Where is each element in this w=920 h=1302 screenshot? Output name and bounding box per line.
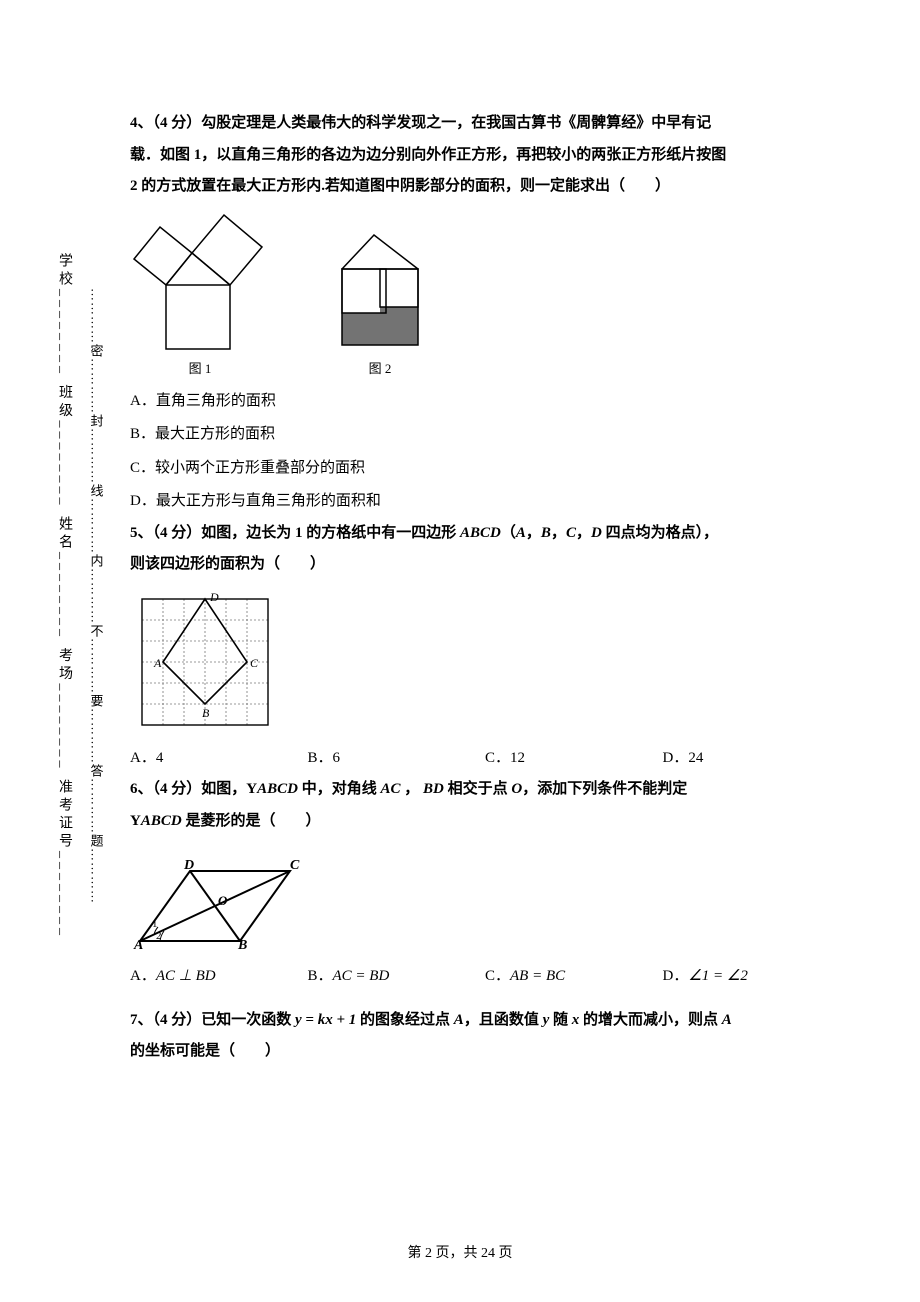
- q5-c1: ，: [526, 525, 541, 541]
- q5-A: A: [516, 525, 526, 541]
- svg-text:B: B: [237, 938, 247, 951]
- q6-s1h: O: [511, 781, 522, 797]
- q6-c-math: AB = BC: [510, 968, 565, 984]
- q7-stem-line2: 的坐标可能是（ ）: [130, 1036, 840, 1068]
- q6-s2a: Y: [130, 813, 141, 829]
- q5-D: D: [591, 525, 602, 541]
- q4-figure2: 图 2: [330, 223, 430, 382]
- q4-option-d: D．最大正方形与直角三角形的面积和: [130, 486, 840, 518]
- q6-stem-line1: 6、（4 分）如图，YABCD 中，对角线 AC ， BD 相交于点 O，添加下…: [130, 774, 840, 806]
- q4-option-b: B．最大正方形的面积: [130, 419, 840, 451]
- q5-abcd: ABCD: [460, 525, 501, 541]
- q6-option-a: A．AC ⊥ BD: [130, 961, 308, 993]
- q7-s1h: 的增大而减小，则点: [579, 1012, 722, 1028]
- q4-figures: 图 1 图 2: [130, 213, 840, 382]
- q6-options: A．AC ⊥ BD B．AC = BD C．AB = BC D．∠1 = ∠2: [130, 961, 840, 993]
- side-form-labels: 学校________ 班级________ 姓名________ 考场_____…: [52, 40, 76, 1152]
- q5-options: A．4 B．6 C．12 D．24: [130, 743, 840, 775]
- q6-s1e: ，: [400, 781, 423, 797]
- q7-s1c: A: [454, 1012, 464, 1028]
- q6-c-pre: C．: [485, 968, 510, 984]
- q6-option-d: D．∠1 = ∠2: [663, 961, 841, 993]
- svg-text:B: B: [202, 706, 210, 720]
- q5-p1: （: [501, 525, 516, 541]
- q4-figure1-caption: 图 1: [130, 355, 270, 382]
- q6-stem-line2: YABCD 是菱形的是（ ）: [130, 806, 840, 838]
- q6-s1f: BD: [423, 781, 444, 797]
- svg-text:2: 2: [156, 930, 162, 942]
- q5-figure: A B C D: [130, 587, 840, 737]
- q6-s1g: 相交于点: [444, 781, 512, 797]
- q6-a-math: AC ⊥ BD: [156, 968, 216, 984]
- q7-s1d: ，且函数值: [464, 1012, 543, 1028]
- q6-option-c: C．AB = BC: [485, 961, 663, 993]
- svg-text:D: D: [209, 590, 219, 604]
- q5-B: B: [541, 525, 551, 541]
- q6-option-b: B．AC = BD: [308, 961, 486, 993]
- q5-option-d: D．24: [663, 743, 841, 775]
- q6-s2b: ABCD: [141, 813, 182, 829]
- q7-s1b: 的图象经过点: [356, 1012, 454, 1028]
- svg-text:A: A: [153, 656, 162, 670]
- q4-figure2-caption: 图 2: [330, 355, 430, 382]
- svg-text:C: C: [290, 858, 300, 873]
- q4-stem-line2: 载．如图 1，以直角三角形的各边为边分别向外作正方形，再把较小的两张正方形纸片按…: [130, 140, 840, 172]
- q5-C: C: [566, 525, 576, 541]
- q6-b-math: AC = BD: [333, 968, 390, 984]
- q6-s1b: ABCD: [257, 781, 298, 797]
- svg-text:O: O: [218, 893, 228, 908]
- page-content: 4、（4 分）勾股定理是人类最伟大的科学发现之一，在我国古算书《周髀算经》中早有…: [130, 108, 840, 1068]
- q4-option-a: A．直角三角形的面积: [130, 386, 840, 418]
- q4-stem-line3: 2 的方式放置在最大正方形内.若知道图中阴影部分的面积，则一定能求出（ ）: [130, 171, 840, 203]
- q5-stem-part1: 5、（4 分）如图，边长为 1 的方格纸中有一四边形: [130, 525, 460, 541]
- q6-figure: A B C D O 1 2: [130, 851, 840, 951]
- q6-d-math: ∠1 = ∠2: [688, 968, 748, 984]
- q4-option-c: C．较小两个正方形重叠部分的面积: [130, 453, 840, 485]
- q6-s1i: ，添加下列条件不能判定: [522, 781, 687, 797]
- page-footer: 第 2 页，共 24 页: [0, 1242, 920, 1262]
- q7-s1i: A: [722, 1012, 732, 1028]
- q6-s1c: 中，对角线: [298, 781, 381, 797]
- q5-c3: ，: [576, 525, 591, 541]
- svg-text:A: A: [133, 938, 143, 951]
- q5-option-a: A．4: [130, 743, 308, 775]
- q5-stem-line2: 则该四边形的面积为（ ）: [130, 549, 840, 581]
- side-seal-line: …………密…………封…………线…………内…………不…………要…………答…………题…: [86, 40, 106, 1152]
- q6-a-pre: A．: [130, 968, 156, 984]
- q6-d-pre: D．: [663, 968, 689, 984]
- q7-s1f: 随: [549, 1012, 572, 1028]
- svg-text:D: D: [183, 858, 194, 873]
- q7-s1a: 7、（4 分）已知一次函数: [130, 1012, 295, 1028]
- q6-s2c: 是菱形的是（ ）: [182, 813, 321, 829]
- q5-p2: 四点均为格点），: [602, 525, 718, 541]
- q7-s1math: y = kx + 1: [295, 1012, 356, 1028]
- q5-stem-line1: 5、（4 分）如图，边长为 1 的方格纸中有一四边形 ABCD（A，B，C，D …: [130, 518, 840, 550]
- q6-s1d: AC: [380, 781, 400, 797]
- q5-option-c: C．12: [485, 743, 663, 775]
- q5-option-b: B．6: [308, 743, 486, 775]
- svg-text:C: C: [250, 656, 259, 670]
- q6-s1a: 6、（4 分）如图，Y: [130, 781, 257, 797]
- q4-figure1: 图 1: [130, 213, 270, 382]
- q5-c2: ，: [551, 525, 566, 541]
- q7-stem-line1: 7、（4 分）已知一次函数 y = kx + 1 的图象经过点 A，且函数值 y…: [130, 1005, 840, 1037]
- q6-b-pre: B．: [308, 968, 333, 984]
- q4-stem-line1: 4、（4 分）勾股定理是人类最伟大的科学发现之一，在我国古算书《周髀算经》中早有…: [130, 108, 840, 140]
